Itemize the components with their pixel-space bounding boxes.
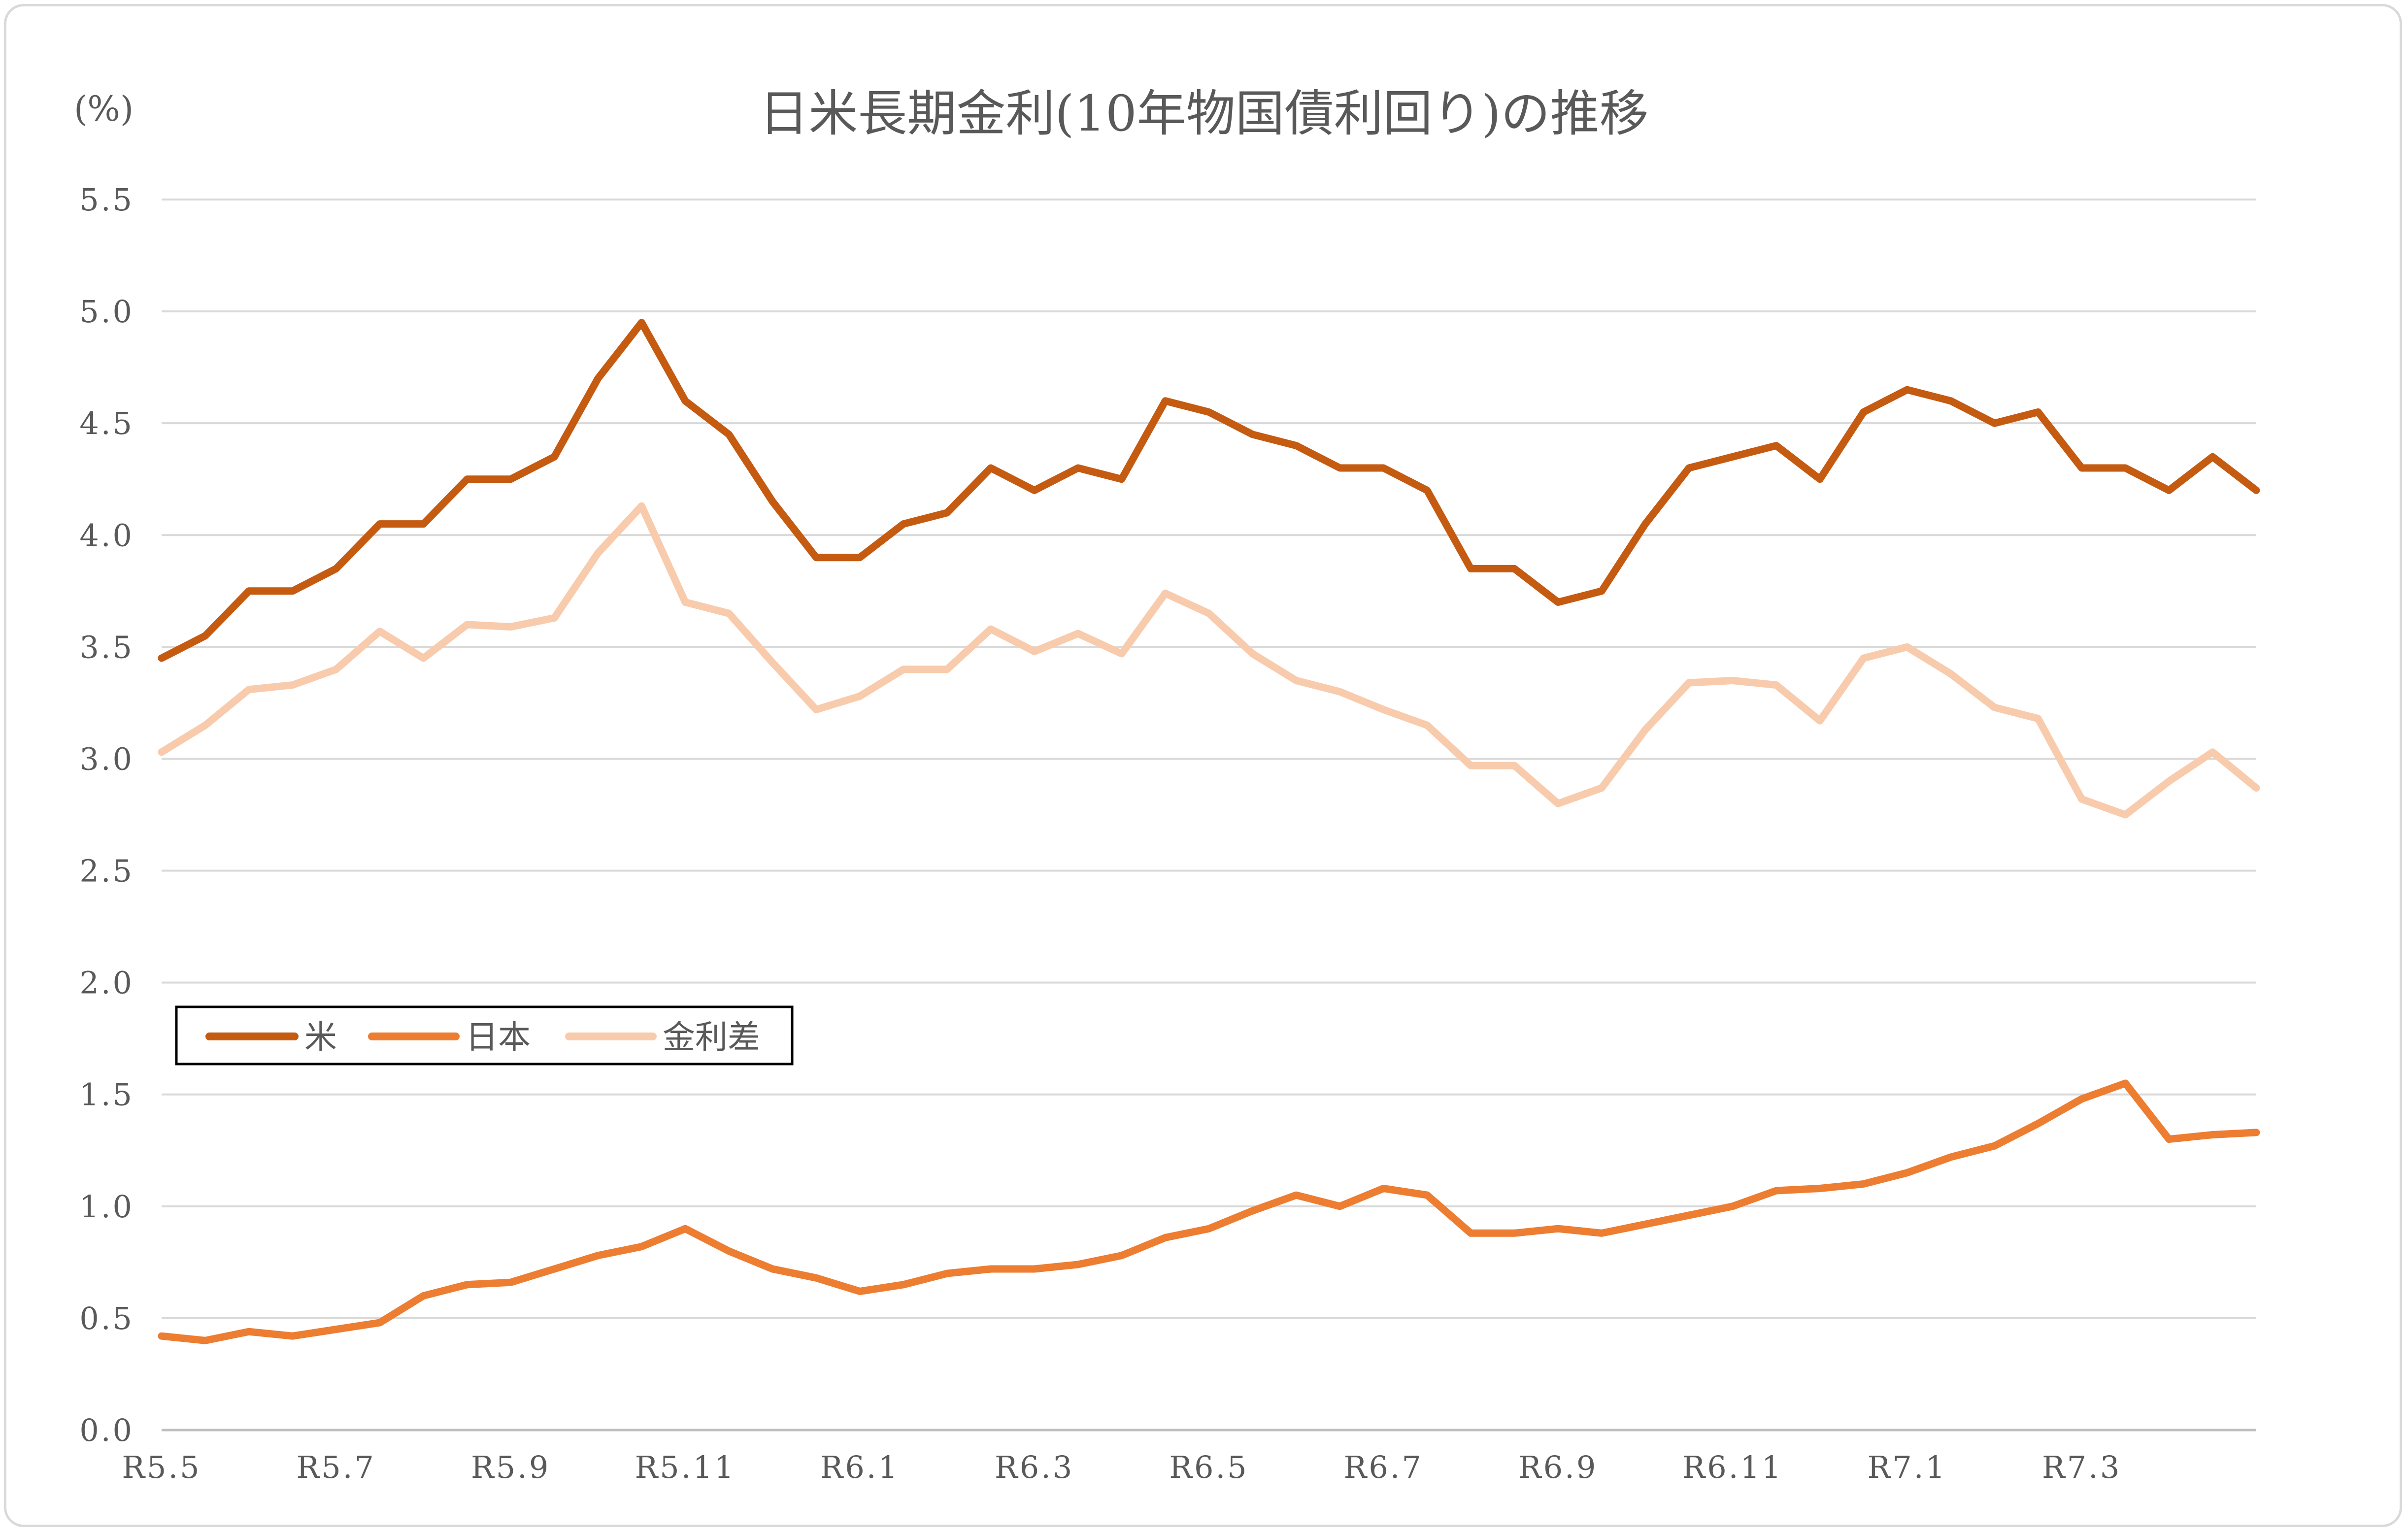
chart-frame [4, 4, 2402, 1527]
x-tick-label: R5.9 [471, 1449, 550, 1485]
y-tick-label: 4.0 [79, 517, 134, 553]
x-tick-label: R7.1 [1868, 1449, 1947, 1485]
y-tick-label: 1.0 [79, 1189, 134, 1225]
legend-label-japan: 日本 [466, 1018, 531, 1056]
y-tick-label: 2.5 [79, 853, 134, 889]
gridlines [162, 199, 2256, 1432]
y-tick-label: 1.5 [79, 1077, 134, 1113]
x-tick-label: R7.3 [2042, 1449, 2121, 1485]
y-tick-label: 3.5 [79, 629, 134, 665]
y-tick-label: 0.0 [79, 1412, 134, 1448]
y-tick-label: 2.0 [79, 965, 134, 1001]
legend: 米 日本 金利差 [175, 1005, 794, 1066]
y-tick-label: 5.5 [79, 182, 134, 218]
series-line-spread [158, 502, 2260, 819]
x-tick-label: R5.5 [122, 1449, 201, 1485]
y-tick-label: 3.0 [79, 741, 134, 777]
y-tick-label: 4.5 [79, 405, 134, 441]
x-tick-label: R5.7 [297, 1449, 376, 1485]
series-lines [158, 319, 2260, 1344]
x-tick-label: R5.11 [635, 1449, 736, 1485]
x-tick-label: R6.1 [820, 1449, 900, 1485]
x-axis-ticks: R5.5 R5.7 R5.9 R5.11 R6.1 R6.3 R6.5 R6.7 R6.9 R6.… [122, 1449, 2121, 1485]
x-tick-label: R6.11 [1682, 1449, 1783, 1485]
series-line-japan [158, 1079, 2260, 1344]
legend-label-us: 米 [304, 1018, 337, 1056]
series-line-us [158, 319, 2260, 662]
y-axis-ticks: 0.0 0.5 1.0 1.5 2.0 2.5 3.0 3.5 4.0 4.5 5.0 5.5 [79, 182, 134, 1448]
x-tick-label: R6.9 [1518, 1449, 1598, 1485]
x-tick-label: R6.5 [1169, 1449, 1248, 1485]
chart-title: 日米長期金利(10年物国債利回り)の推移 [759, 85, 1648, 142]
y-axis-unit: (%) [74, 89, 134, 129]
y-tick-label: 0.5 [79, 1300, 134, 1336]
x-tick-label: R6.7 [1344, 1449, 1423, 1485]
legend-label-spread: 金利差 [663, 1018, 760, 1056]
x-tick-label: R6.3 [995, 1449, 1074, 1485]
y-tick-label: 5.0 [79, 294, 134, 330]
